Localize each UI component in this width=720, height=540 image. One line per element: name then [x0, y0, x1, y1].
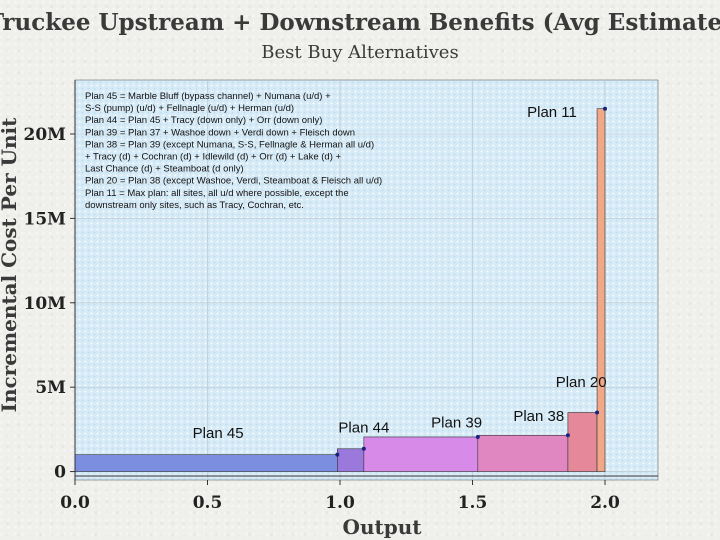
- label-plan-20: Plan 20: [556, 374, 607, 391]
- y-axis-label: Incremental Cost Per Unit: [0, 117, 21, 413]
- x-ticks: 0.0 0.5 1.0 1.5 2.0: [60, 480, 620, 513]
- point-plan-20: [595, 410, 600, 415]
- label-plan-45: Plan 45: [193, 425, 244, 442]
- legend-line-7: Plan 20 = Plan 38 (except Washoe, Verdi,…: [85, 176, 382, 187]
- legend-line-2: Plan 44 = Plan 45 + Tracy (down only) + …: [85, 115, 322, 126]
- bar-plan-20: [567, 412, 598, 472]
- chart-title: Truckee Upstream + Downstream Benefits (…: [0, 9, 720, 36]
- bar-plan-45: [74, 454, 338, 472]
- legend-line-4: Plan 38 = Plan 39 (except Numana, S-S, F…: [85, 139, 374, 150]
- x-tick-label-4: 2.0: [590, 493, 620, 513]
- y-tick-label-3: 15M: [24, 209, 67, 229]
- y-ticks: 0 5M 10M 15M 20M: [24, 125, 75, 483]
- y-tick-label-1: 5M: [35, 378, 66, 398]
- legend-line-1: S-S (pump) (u/d) + Fellnagle (u/d) + Her…: [85, 103, 294, 114]
- plot-area: [74, 79, 659, 481]
- x-tick-label-0: 0.0: [60, 493, 90, 513]
- legend-line-0: Plan 45 = Marble Bluff (bypass channel) …: [85, 91, 331, 102]
- x-tick-label-1: 0.5: [193, 493, 223, 513]
- legend-line-8: Plan 11 = Max plan: all sites, all u/d w…: [85, 188, 349, 199]
- point-plan-11: [603, 106, 607, 111]
- legend-line-3: Plan 39 = Plan 37 + Washoe down + Verdi …: [85, 127, 355, 138]
- point-plan-45: [335, 452, 340, 457]
- legend-line-6: Last Chance (d) + Steamboat (d only): [85, 164, 244, 175]
- bar-plan-11: [596, 108, 606, 472]
- bar-plan-39: [363, 436, 479, 472]
- bar-plan-38: [477, 434, 569, 472]
- x-tick-label-3: 1.5: [458, 493, 488, 513]
- x-tick-label-2: 1.0: [325, 493, 355, 513]
- label-plan-44: Plan 44: [338, 420, 389, 437]
- bars: [74, 108, 606, 472]
- point-plan-38: [565, 433, 570, 438]
- legend: Plan 45 = Marble Bluff (bypass channel) …: [85, 91, 382, 211]
- x-axis-label: Output: [343, 515, 423, 539]
- label-plan-11: Plan 11: [527, 104, 577, 121]
- legend-line-5: + Tracy (d) + Cochran (d) + Idlewild (d)…: [85, 152, 342, 163]
- label-plan-38: Plan 38: [513, 408, 564, 425]
- label-plan-39: Plan 39: [431, 415, 482, 432]
- bar-plan-44: [337, 448, 365, 472]
- y-tick-label-4: 20M: [24, 125, 67, 145]
- chart-subtitle: Best Buy Alternatives: [261, 42, 458, 63]
- y-tick-label-2: 10M: [24, 294, 67, 314]
- legend-line-9: downstream only sites, such as Tracy, Co…: [85, 200, 304, 211]
- plan-labels: Plan 45 Plan 44 Plan 39 Plan 38 Plan 20 Plan …: [193, 104, 607, 442]
- points: [335, 106, 607, 457]
- y-tick-label-0: 0: [54, 463, 66, 483]
- point-plan-39: [475, 434, 480, 439]
- point-plan-44: [361, 446, 366, 451]
